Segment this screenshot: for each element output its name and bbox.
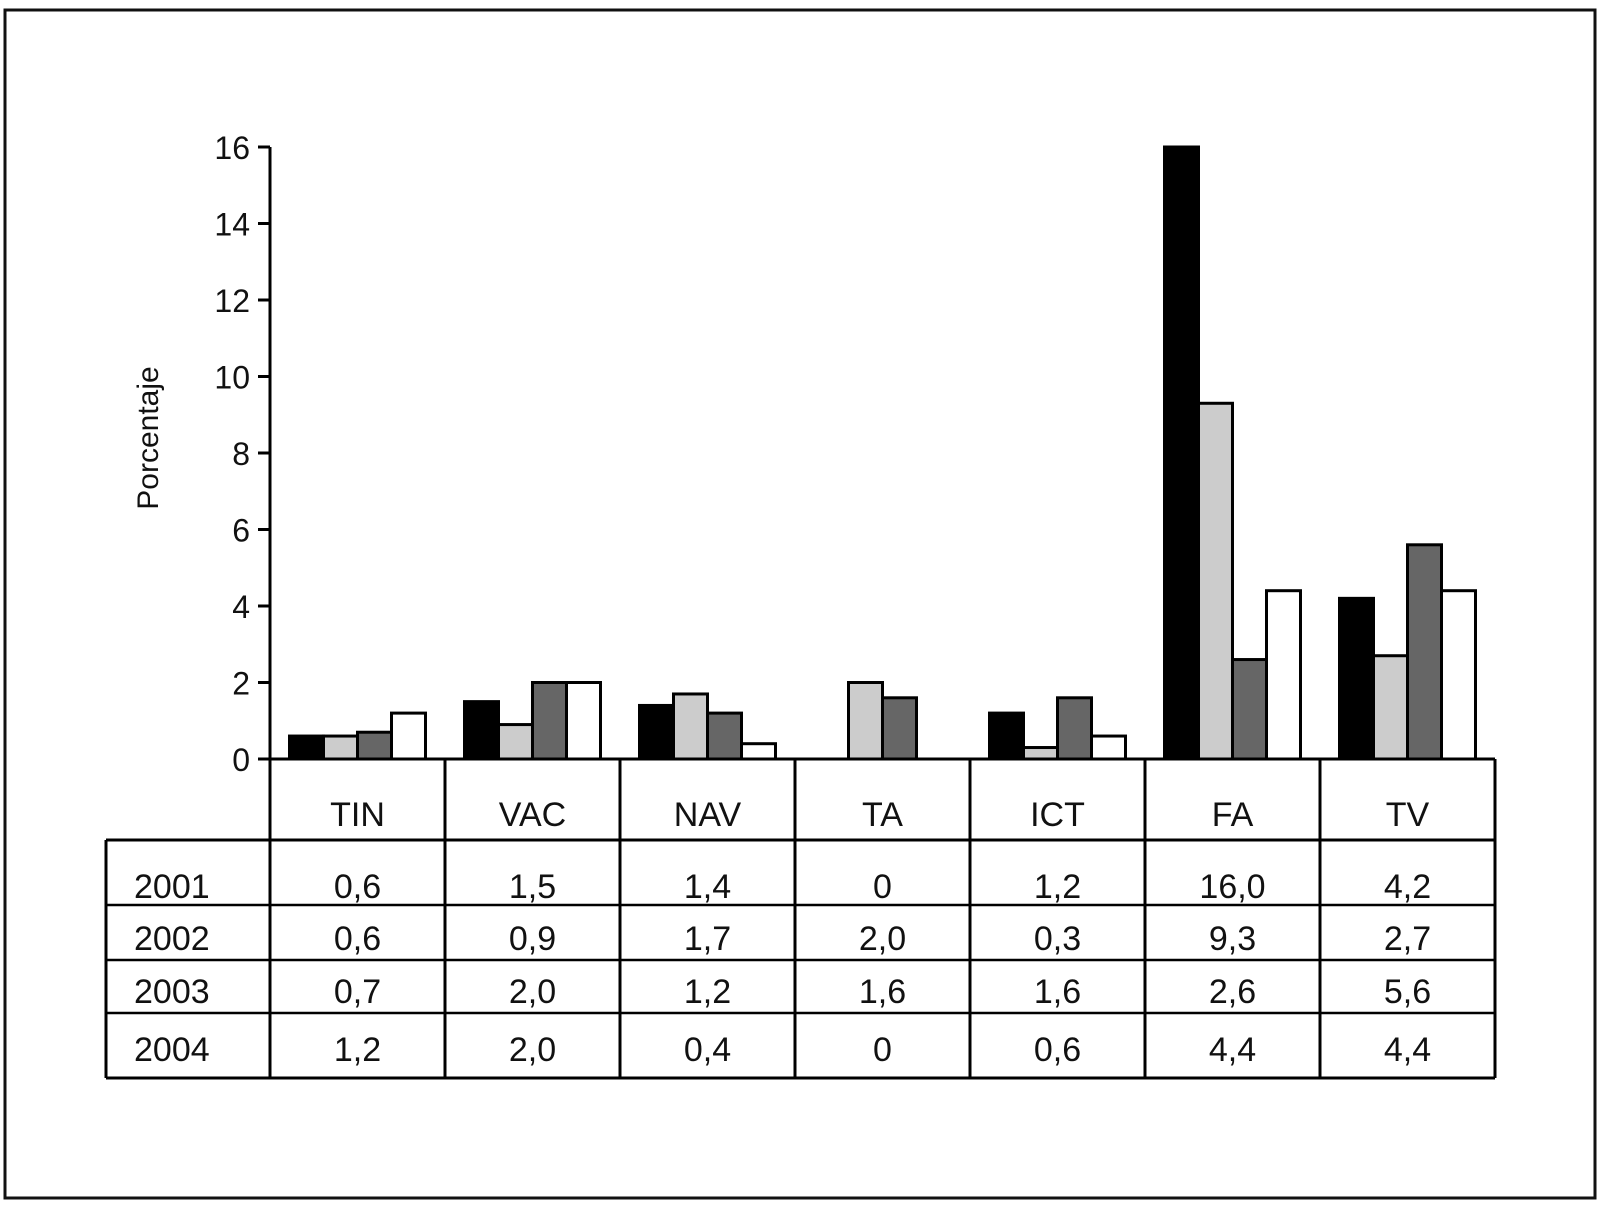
data-label: 1,2	[684, 973, 731, 1011]
bar-2004-tin	[390, 711, 427, 761]
y-tick-label: 12	[214, 283, 250, 319]
bar-2001-tin	[288, 734, 325, 761]
data-label: 0	[873, 1031, 892, 1069]
y-tick-label: 6	[232, 513, 250, 549]
bar-2004-ict	[1090, 734, 1127, 761]
y-tick-label: 10	[214, 360, 250, 396]
bar-2003-nav	[706, 711, 743, 761]
row-label-2001: 2001	[134, 868, 210, 906]
bar-2003-tv	[1406, 543, 1443, 761]
data-label: 1,4	[684, 868, 731, 906]
bar-2001-tv	[1338, 596, 1375, 761]
bar-2002-tv	[1372, 654, 1409, 761]
data-label: 16,0	[1199, 868, 1265, 906]
bar-2003-ta	[881, 696, 918, 761]
data-label: 0,6	[1034, 1031, 1081, 1069]
bar-2004-nav	[740, 742, 777, 761]
data-label: 1,6	[859, 973, 906, 1011]
category-label-ta: TA	[862, 796, 903, 834]
y-tick-label: 14	[214, 207, 250, 243]
bar-2002-ict	[1022, 746, 1059, 761]
data-label: 0,6	[334, 868, 381, 906]
data-label: 2,0	[509, 1031, 556, 1069]
category-label-fa: FA	[1212, 796, 1254, 834]
y-tick-label: 16	[214, 130, 250, 166]
data-label: 0,7	[334, 973, 381, 1011]
data-label: 0,3	[1034, 920, 1081, 958]
bar-2001-ict	[988, 711, 1025, 761]
data-label: 1,7	[684, 920, 731, 958]
data-label: 1,2	[1034, 868, 1081, 906]
bar-2004-vac	[565, 681, 602, 761]
data-label: 0	[873, 868, 892, 906]
data-label: 2,0	[509, 973, 556, 1011]
bar-2003-tin	[356, 730, 393, 761]
y-tick-label: 0	[232, 742, 250, 778]
data-label: 1,5	[509, 868, 556, 906]
y-tick-label: 4	[232, 589, 250, 625]
row-label-2002: 2002	[134, 920, 210, 958]
data-label: 1,6	[1034, 973, 1081, 1011]
bar-2002-nav	[672, 692, 709, 761]
data-label: 0,4	[684, 1031, 731, 1069]
data-label: 4,2	[1384, 868, 1431, 906]
y-tick-label: 2	[232, 666, 250, 702]
row-label-2003: 2003	[134, 973, 210, 1011]
y-axis-label: Porcentaje	[132, 366, 165, 509]
row-label-2004: 2004	[134, 1031, 210, 1069]
data-label: 4,4	[1384, 1031, 1431, 1069]
data-label: 0,6	[334, 920, 381, 958]
data-label: 0,9	[509, 920, 556, 958]
bar-2002-fa	[1197, 401, 1234, 761]
category-label-nav: NAV	[674, 796, 742, 834]
data-label: 2,6	[1209, 973, 1256, 1011]
bar-2001-nav	[638, 703, 675, 761]
data-label: 2,7	[1384, 920, 1431, 958]
bar-2003-fa	[1231, 658, 1268, 761]
bar-2002-ta	[847, 681, 884, 761]
data-label: 9,3	[1209, 920, 1256, 958]
bar-2002-tin	[322, 734, 359, 761]
data-label: 5,6	[1384, 973, 1431, 1011]
data-label: 1,2	[334, 1031, 381, 1069]
category-label-vac: VAC	[499, 796, 566, 834]
category-label-tv: TV	[1386, 796, 1430, 834]
bars-layer	[288, 145, 1477, 761]
bar-2002-vac	[497, 723, 534, 761]
data-label: 2,0	[859, 920, 906, 958]
y-axis: 0 2 4 6 8 10 12 14 16	[214, 130, 272, 778]
bar-2004-fa	[1265, 589, 1302, 761]
bar-2001-vac	[463, 700, 500, 761]
category-label-ict: ICT	[1030, 796, 1085, 834]
bar-2004-tv	[1440, 589, 1477, 761]
category-label-tin: TIN	[330, 796, 385, 834]
y-tick-label: 8	[232, 436, 250, 472]
bar-2003-ict	[1056, 696, 1093, 761]
data-table: TIN VAC NAV TA ICT FA TV 2001 0,6 1,5 1,4 0 1,2 16,0 4…	[104, 757, 1497, 1080]
bar-2003-vac	[531, 681, 568, 761]
data-label: 4,4	[1209, 1031, 1256, 1069]
bar-2001-fa	[1163, 145, 1200, 761]
